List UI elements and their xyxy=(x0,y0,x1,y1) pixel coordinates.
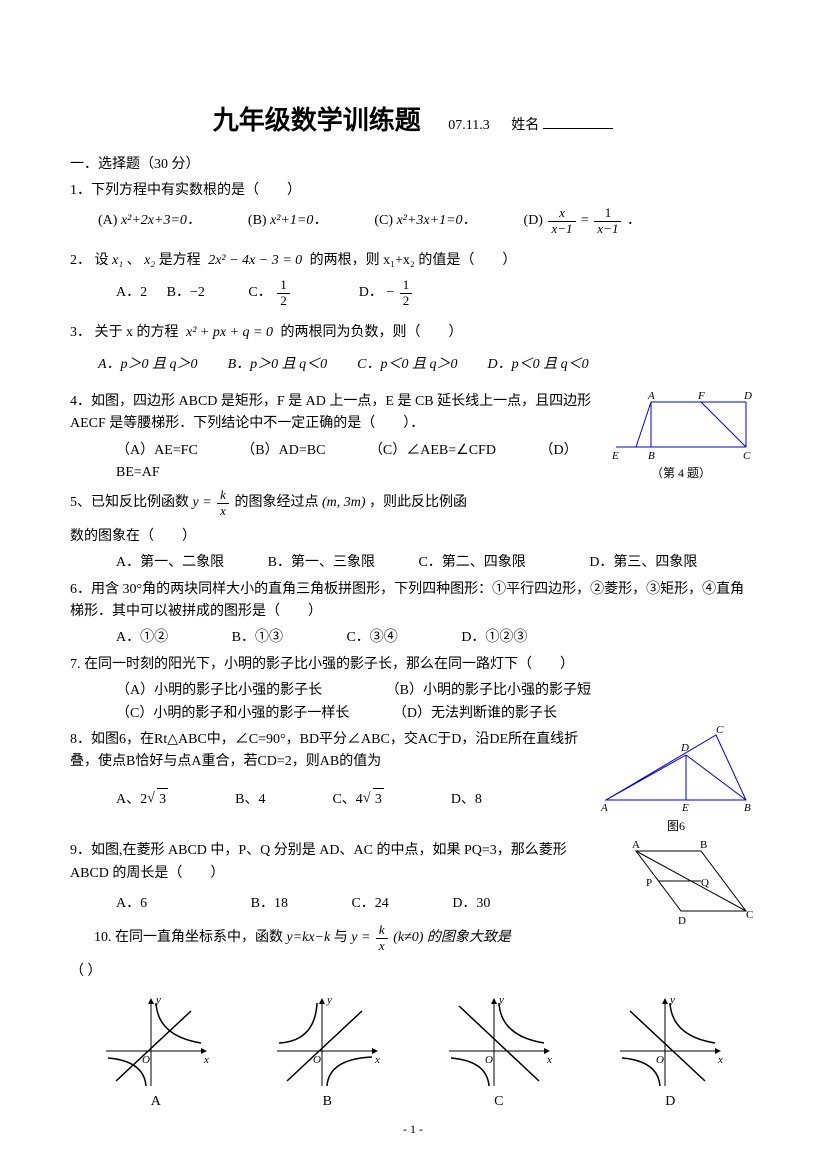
q10-stem: 10. 在同一直角坐标系中，函数 y=kx−k 与 y = kx (k≠0) 的… xyxy=(70,923,606,953)
svg-text:y: y xyxy=(669,994,675,1006)
svg-text:C: C xyxy=(746,909,753,921)
svg-text:B: B xyxy=(700,839,707,851)
svg-text:O: O xyxy=(656,1054,664,1066)
q3-options: A．p＞0 且 q＞0 B．p＞0 且 q＜0 C．p＜0 且 q＞0 D．p＜… xyxy=(98,354,756,376)
name-label: 姓名 xyxy=(511,118,613,133)
svg-text:E: E xyxy=(611,450,619,462)
date: 07.11.3 xyxy=(448,118,489,133)
svg-text:B: B xyxy=(744,802,751,814)
svg-text:A: A xyxy=(647,390,655,402)
svg-text:O: O xyxy=(313,1054,321,1066)
header: 九年级数学训练题 07.11.3 姓名 xyxy=(70,100,756,142)
q3-stem: 3． 关于 x 的方程 x² + px + q = 0 的两根同为负数，则（ ） xyxy=(70,322,756,344)
svg-text:E: E xyxy=(681,802,689,814)
q9-figure: A B C D P Q xyxy=(606,836,756,931)
svg-text:y: y xyxy=(498,994,504,1006)
svg-text:x: x xyxy=(546,1054,552,1066)
svg-text:A: A xyxy=(600,802,608,814)
q10-stem-line2: （ ） xyxy=(70,961,756,983)
q10-chart-d: x y O D xyxy=(610,991,730,1113)
q6-options: A．①② B．①③ C．③④ D．①②③ xyxy=(116,627,756,649)
section-title: 一．选择题（30 分） xyxy=(70,154,756,176)
q8-options: A、23 B、4 C、43 D、8 xyxy=(116,788,596,811)
page-title: 九年级数学训练题 xyxy=(213,100,421,142)
q8-row: 8．如图6，在Rt△ABC中，∠C=90°，BD平分∠ABC，交AC于D，沿DE… xyxy=(70,725,756,836)
svg-text:y: y xyxy=(155,994,161,1006)
svg-text:Q: Q xyxy=(701,877,709,889)
q5-stem: 5、已知反比例函数 y = kx 的图象经过点 (m, 3m) ，则此反比例函 xyxy=(70,488,606,518)
svg-text:P: P xyxy=(646,877,652,889)
svg-text:D: D xyxy=(743,390,752,402)
svg-text:O: O xyxy=(142,1054,150,1066)
q9-options: A．6 B．18 C．24 D．30 xyxy=(116,893,606,915)
q10-chart-b: x y O B xyxy=(267,991,387,1113)
q2-options: A．2 B．−2 C． 12 D． − 12 xyxy=(116,278,756,308)
svg-text:x: x xyxy=(203,1054,209,1066)
svg-text:x: x xyxy=(717,1054,723,1066)
svg-text:O: O xyxy=(485,1054,493,1066)
q9-row: 9．如图,在菱形 ABCD 中，P、Q 分别是 AD、AC 的中点，如果 PQ=… xyxy=(70,836,756,957)
svg-text:B: B xyxy=(648,450,655,462)
q7-options-r2: （C）小明的影子和小强的影子一样长 （D）无法判断谁的影子长 xyxy=(116,703,756,725)
svg-text:D: D xyxy=(680,742,689,754)
q1-stem: 1．下列方程中有实数根的是（ ） xyxy=(70,180,756,202)
q4-stem: 4．如图，四边形 ABCD 是矩形，F 是 AD 上一点，E 是 CB 延长线上… xyxy=(70,391,606,436)
q1-options: (A) x²+2x+3=0． (B) x²+1=0． (C) x²+3x+1=0… xyxy=(98,206,756,236)
svg-text:y: y xyxy=(326,994,332,1006)
q9-stem: 9．如图,在菱形 ABCD 中，P、Q 分别是 AD、AC 的中点，如果 PQ=… xyxy=(70,840,606,885)
q2-stem: 2． 设 x₁ 、 x₂ 是方程 2x² − 4x − 3 = 0 的两根，则 … xyxy=(70,250,756,272)
svg-text:A: A xyxy=(632,839,640,851)
svg-text:D: D xyxy=(678,915,686,927)
q8-stem: 8．如图6，在Rt△ABC中，∠C=90°，BD平分∠ABC，交AC于D，沿DE… xyxy=(70,729,596,774)
svg-text:F: F xyxy=(697,390,705,402)
q8-figure: A B C D E 图6 xyxy=(596,725,756,836)
q5-options: A．第一、二象限 B．第一、三象限 C．第二、四象限 D．第三、四象限 xyxy=(116,552,756,574)
q10-charts: x y O A x y O B x y O xyxy=(70,991,756,1113)
q7-options-r1: （A）小明的影子比小强的影子长 （B）小明的影子比小强的影子短 xyxy=(116,680,756,702)
page-number: - 1 - xyxy=(403,1120,423,1139)
svg-text:C: C xyxy=(716,725,724,736)
q10-chart-c: x y O C xyxy=(439,991,559,1113)
q7-stem: 7. 在同一时刻的阳光下，小明的影子比小强的影子长，那么在同一路灯下（ ） xyxy=(70,654,756,676)
q10-chart-a: x y O A xyxy=(96,991,216,1113)
q5-stem-line2: 数的图象在（ ） xyxy=(70,526,756,548)
q6-stem: 6．用含 30°角的两块同样大小的直角三角板拼图形，下列四种图形：①平行四边形，… xyxy=(70,579,756,624)
q4-row: 4．如图，四边形 ABCD 是矩形，F 是 AD 上一点，E 是 CB 延长线上… xyxy=(70,387,756,522)
svg-text:x: x xyxy=(374,1054,380,1066)
svg-text:C: C xyxy=(743,450,751,462)
q4-figure: A F D E B C （第 4 题） xyxy=(606,387,756,483)
q4-options: （A）AE=FC （B）AD=BC （C）∠AEB=∠CFD （D）BE=AF xyxy=(116,440,606,485)
